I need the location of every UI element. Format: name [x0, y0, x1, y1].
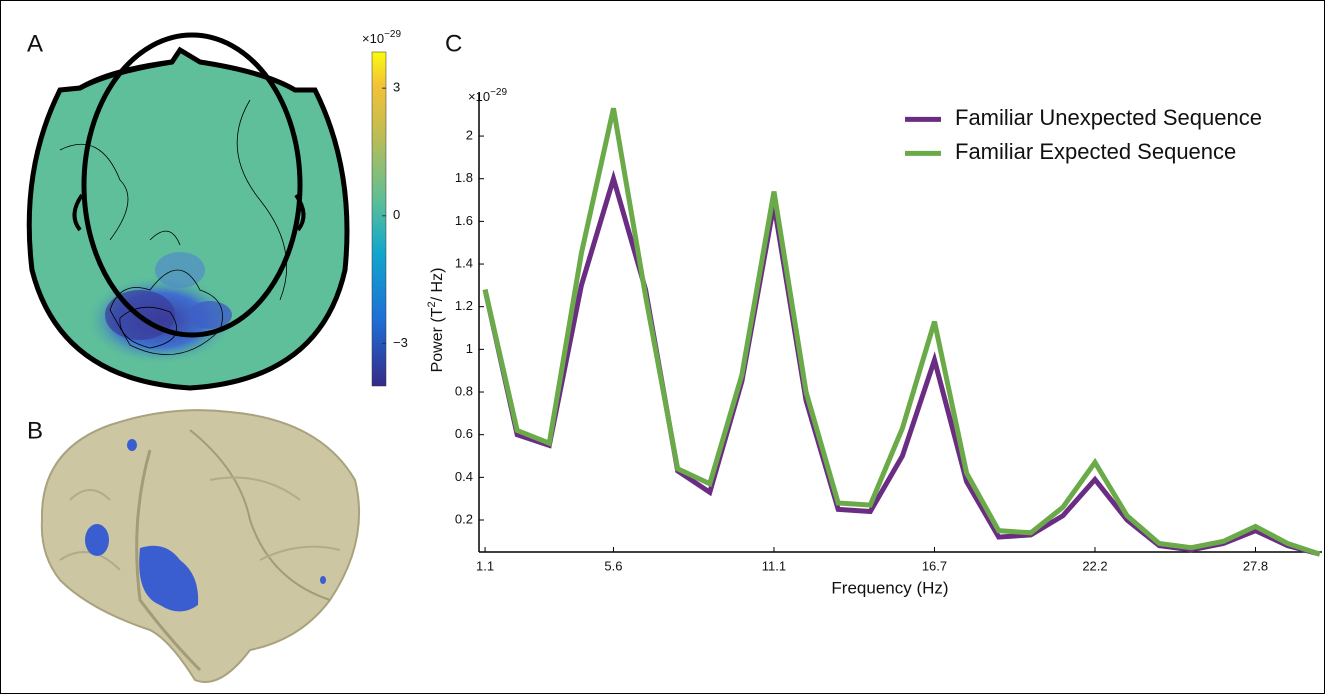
legend-label: Familiar Unexpected Sequence — [955, 105, 1262, 130]
y-tick-label: 1 — [466, 341, 473, 356]
colorbar-exponent: −29 — [384, 29, 401, 40]
x-tick-label: 22.2 — [1082, 558, 1107, 573]
colorbar-ticks: 3 0 −3 — [382, 80, 408, 350]
y-tick-label: 1.4 — [455, 255, 473, 270]
series-line — [482, 169, 1321, 557]
colorbar-tick-label: 0 — [393, 207, 400, 222]
y-tick-label: 0.4 — [455, 469, 473, 484]
y-tick-label: 0.2 — [455, 511, 473, 526]
colorbar-multiplier-base: ×10 — [362, 31, 384, 46]
plot: 0.2 0.4 0.6 0.8 1 1.2 1.4 1.6 1.8 2 1.1 5.6 11.1 16.7… — [455, 93, 1322, 573]
x-tick-label: 11.1 — [762, 558, 786, 573]
y-tick-label: 2 — [466, 127, 473, 142]
y-exponent: −29 — [490, 87, 507, 98]
y-multiplier: ×10−29 — [468, 87, 507, 105]
y-label-part: Power (T — [429, 307, 446, 372]
panel-label: A — [27, 30, 43, 57]
x-tick-label: 16.7 — [922, 558, 947, 573]
colorbar — [371, 51, 387, 387]
topography — [26, 32, 350, 391]
x-tick-label: 1.1 — [476, 558, 494, 573]
y-label-sup: 2 — [426, 301, 438, 307]
colorbar-multiplier: ×10−29 — [362, 29, 401, 47]
x-tick-label: 5.6 — [604, 558, 622, 573]
colorbar-tick-label: 3 — [393, 80, 400, 95]
y-tick-label: 0.6 — [455, 426, 473, 441]
x-axis-label: Frequency (Hz) — [831, 578, 948, 597]
y-tick-label: 0.8 — [455, 383, 473, 398]
legend-label: Familiar Expected Sequence — [955, 139, 1236, 164]
y-tick-label: 1.8 — [455, 170, 473, 185]
y-label-part: / Hz) — [429, 268, 446, 302]
panel-label: C — [445, 30, 462, 57]
series-line — [482, 107, 1321, 557]
panel-label: B — [27, 417, 43, 444]
x-tick-label: 27.8 — [1243, 558, 1268, 573]
colorbar-tick-label: −3 — [393, 335, 408, 350]
y-axis-label: Power (T2/ Hz) — [426, 268, 446, 373]
brain — [40, 409, 361, 683]
y-tick-label: 1.6 — [455, 213, 473, 228]
y-tick-label: 1.2 — [455, 298, 473, 313]
